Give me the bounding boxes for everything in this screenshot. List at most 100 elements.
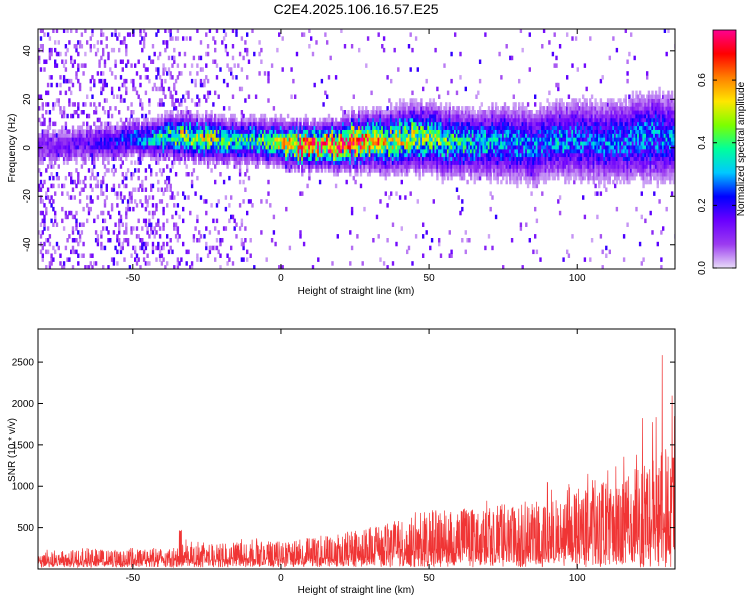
spectrogram-cell: [157, 141, 160, 146]
spectrogram-cell: [462, 144, 466, 150]
spectrogram-cell: [139, 129, 142, 134]
spectrogram-cell: [503, 117, 507, 123]
spectrogram-cell: [249, 121, 252, 127]
spectrogram-cell: [445, 148, 448, 154]
spectrogram-cell: [57, 156, 60, 161]
spectrogram-cell: [194, 125, 197, 130]
spectrogram-cell: [441, 133, 444, 138]
spectrogram-cell: [477, 137, 480, 142]
spectrogram-cell: [157, 144, 160, 150]
spectrogram-cell: [160, 261, 164, 266]
spectrogram-cell: [50, 75, 53, 80]
spectrogram-cell: [388, 144, 391, 150]
spectrogram-cell: [471, 152, 475, 158]
spectrogram-cell: [196, 113, 199, 119]
spectrogram-cell: [329, 144, 332, 150]
spectrogram-cell: [509, 148, 512, 154]
spectrogram-cell: [368, 156, 371, 161]
spectrogram-cell: [438, 137, 441, 142]
spectrogram-cell: [411, 102, 414, 107]
spectrogram-cell: [221, 160, 224, 165]
spectrogram-cell: [130, 195, 133, 200]
spectrogram-cell: [267, 129, 270, 134]
spectrogram-cell: [372, 141, 375, 146]
spectrogram-cell: [349, 261, 352, 266]
spectrogram-cell: [110, 47, 114, 53]
spectrogram-cell: [258, 125, 261, 130]
spectrogram-cell: [416, 129, 419, 134]
spectrogram-cell: [260, 113, 263, 119]
spectrogram-cell: [505, 117, 508, 123]
spectrogram-cell: [503, 102, 507, 107]
spectrogram-cell: [48, 199, 52, 204]
spectrogram-cell: [219, 144, 222, 150]
spectrogram-cell: [194, 137, 197, 142]
spectrogram-cell: [171, 121, 174, 127]
spectrogram-cell: [381, 164, 384, 169]
spectrogram-cell: [247, 160, 251, 165]
spectrogram-cell: [505, 156, 508, 161]
spectrogram-cell: [301, 164, 304, 169]
spectrogram-cell: [185, 152, 188, 158]
spectrogram-cell: [498, 144, 501, 150]
spectrogram-cell: [484, 152, 487, 158]
spectrogram-cell: [361, 156, 364, 161]
spectrogram-cell: [39, 67, 43, 72]
spectrogram-cell: [352, 156, 355, 161]
spectrogram-cell: [235, 121, 238, 127]
spectrogram-cell: [118, 148, 121, 154]
spectrogram-cell: [491, 160, 494, 165]
spectrogram-cell: [73, 141, 76, 146]
spectrogram-cell: [68, 152, 71, 158]
spectrogram-cell: [372, 106, 375, 111]
spectrogram-cell: [71, 214, 75, 220]
spectrogram-cell: [425, 133, 428, 138]
spectrogram-cell: [438, 94, 441, 99]
spectrogram-cell: [217, 230, 220, 235]
spectrogram-cell: [477, 133, 480, 138]
spectrogram-cell: [439, 133, 443, 138]
spectrogram-cell: [384, 148, 387, 154]
spectrogram-cell: [182, 241, 185, 247]
spectrogram-cell: [370, 168, 373, 173]
spectrogram-cell: [327, 152, 331, 158]
spectrogram-cell: [434, 129, 437, 134]
spectrogram-cell: [276, 144, 279, 150]
spectrogram-cell: [384, 133, 387, 138]
spectrogram-cell: [62, 75, 66, 80]
spectrogram-cell: [119, 245, 123, 251]
spectrogram-cell: [151, 129, 155, 134]
spectrogram-cell: [375, 168, 379, 173]
spectrogram-cell: [470, 110, 473, 115]
spectrogram-cell: [395, 191, 398, 196]
spectrogram-cell: [496, 129, 499, 134]
spectrogram-cell: [270, 129, 274, 134]
spectrogram-cell: [162, 245, 165, 251]
spectrogram-cell: [470, 168, 473, 173]
spectrogram-cell: [206, 164, 210, 169]
spectrogram-cell: [158, 117, 162, 123]
spectrogram-cell: [286, 160, 290, 165]
spectrogram-cell: [270, 133, 274, 138]
spectrogram-cell: [78, 82, 82, 88]
spectrogram-cell: [334, 125, 338, 130]
spectrogram-cell: [153, 148, 156, 154]
spectrogram-cell: [164, 110, 167, 115]
spectrogram-cell: [320, 144, 324, 150]
spectrogram-cell: [102, 245, 105, 251]
spectrogram-cell: [119, 141, 123, 146]
spectrogram-cell: [372, 110, 375, 115]
spectrogram-cell: [430, 144, 434, 150]
spectrogram-cell: [43, 241, 46, 247]
spectrogram-cell: [487, 160, 491, 165]
spectrogram-cell: [48, 160, 52, 165]
spectrogram-cell: [126, 238, 130, 243]
spectrogram-cell: [84, 144, 87, 150]
spectrogram-cell: [171, 110, 174, 115]
spectrogram-cell: [121, 40, 124, 45]
spectrogram-cell: [448, 110, 451, 115]
spectrogram-cell: [445, 106, 448, 111]
spectrogram-cell: [224, 148, 228, 154]
spectrogram-cell: [208, 113, 212, 119]
spectrogram-cell: [502, 129, 505, 134]
